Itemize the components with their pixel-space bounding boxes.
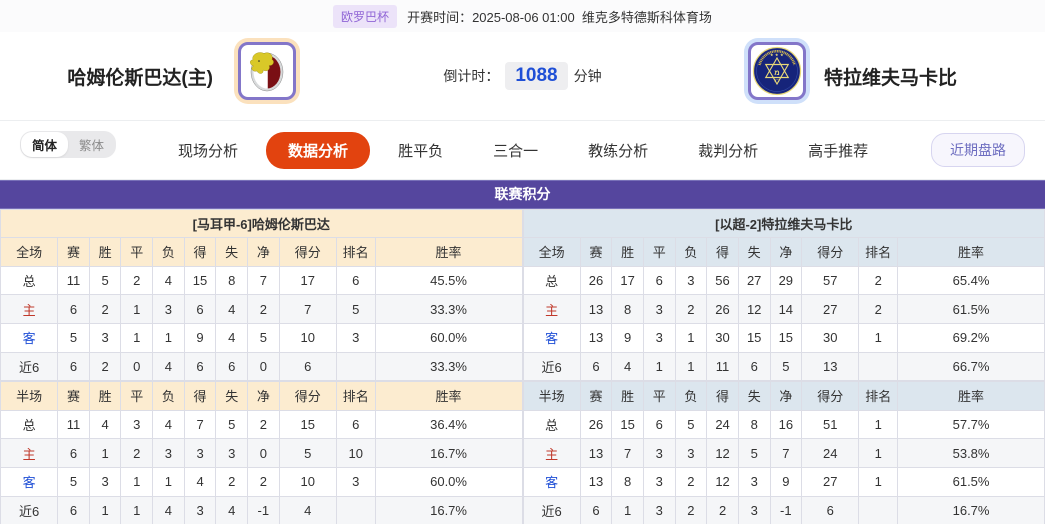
svg-text:כ״ת: כ״ת: [774, 79, 780, 83]
svg-text:מ: מ: [774, 68, 779, 77]
